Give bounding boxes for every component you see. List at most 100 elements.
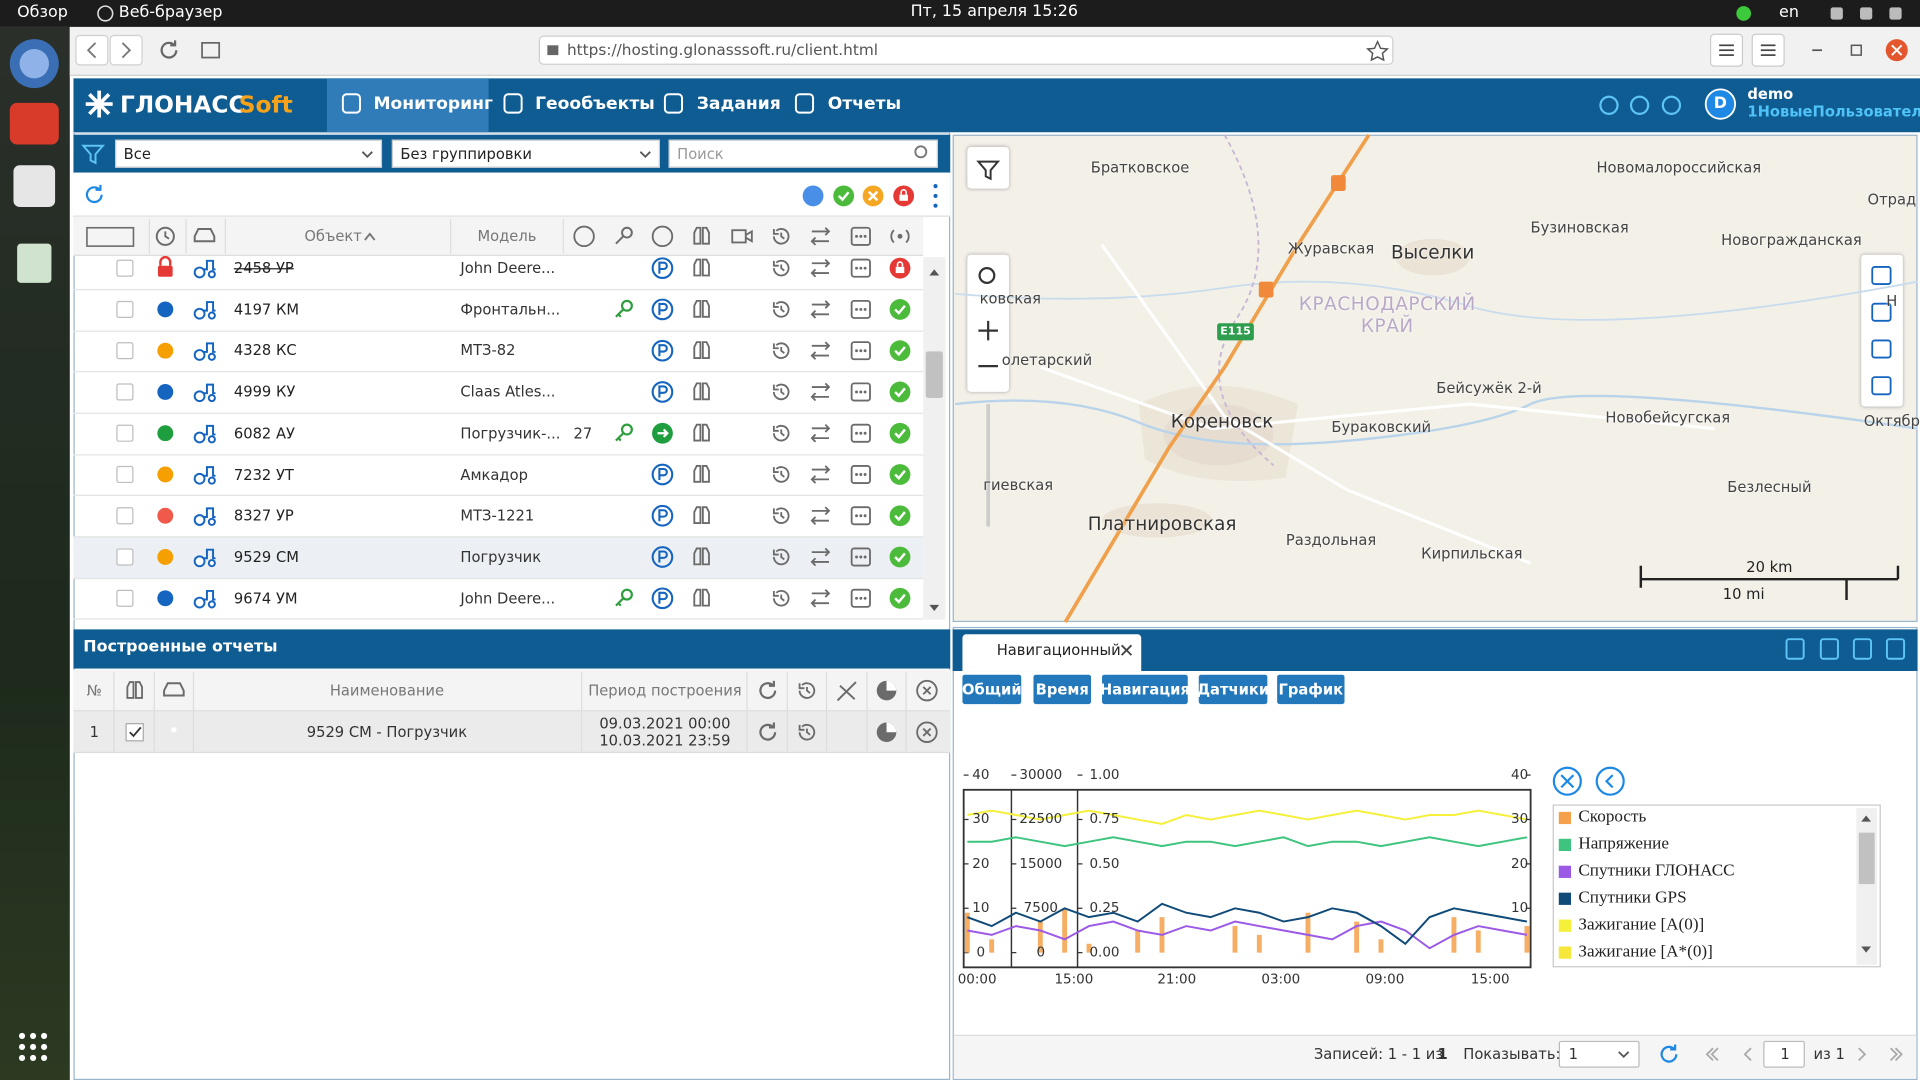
page-size-select[interactable] <box>1558 1040 1640 1068</box>
vehicle-icon <box>193 472 206 485</box>
nav-tab[interactable]: Задания <box>696 94 781 114</box>
pager-bar <box>953 1034 1917 1079</box>
nav-tab[interactable]: Отчеты <box>827 94 902 114</box>
user-name[interactable]: demo <box>1747 85 1794 103</box>
binoculars-icon <box>693 465 710 483</box>
page-number: 1 <box>1780 1045 1790 1063</box>
plate-number[interactable]: 8327 УР <box>233 507 294 525</box>
vehicle-icon <box>194 301 216 312</box>
more-icon <box>859 473 863 476</box>
map-label: Н <box>1886 292 1898 310</box>
clock[interactable]: Пт, 15 апреля 15:26 <box>910 2 1079 21</box>
report-tab[interactable] <box>962 634 1142 672</box>
column-header[interactable]: Модель <box>477 227 537 245</box>
plate-number[interactable]: 4197 КМ <box>233 300 300 318</box>
plate-number[interactable]: 9529 СМ <box>233 548 299 566</box>
more-icon <box>859 349 863 353</box>
series-line <box>967 902 1528 946</box>
more-icon <box>863 390 867 394</box>
plate-number[interactable]: 4328 КС <box>233 342 297 360</box>
more-icon <box>859 555 863 559</box>
report-button[interactable]: График <box>1278 680 1344 698</box>
legend-entry[interactable]: Спутники ГЛОНАСС <box>1578 862 1735 881</box>
plate-number[interactable]: 4999 КУ <box>233 383 296 401</box>
parking-icon <box>658 509 668 522</box>
plate-number[interactable]: 6082 АУ <box>233 424 295 442</box>
series-line <box>967 836 1528 848</box>
nav-tab[interactable]: Геообъекты <box>535 94 655 114</box>
report-button-bg[interactable] <box>962 674 1022 705</box>
more-icon <box>855 431 859 435</box>
speed-bar <box>1524 926 1530 953</box>
vehicle-icon <box>207 600 216 609</box>
legend-entry[interactable]: Напряжение <box>1578 835 1669 854</box>
dock-apps-grid <box>30 1054 37 1062</box>
report-button-bg[interactable] <box>1277 674 1345 705</box>
scroll-thumb[interactable] <box>925 351 943 398</box>
status-ok <box>889 505 911 527</box>
highway-marker <box>1331 175 1346 192</box>
video-icon <box>731 229 747 244</box>
status-ok <box>894 470 906 480</box>
map-label: Братковское <box>1090 159 1190 177</box>
header-tool-icon <box>1661 95 1682 115</box>
sort-arrow <box>364 232 376 241</box>
tab-icon <box>341 93 361 114</box>
key-icon <box>620 299 633 312</box>
icon <box>886 722 897 733</box>
filter-select[interactable] <box>115 139 383 168</box>
report-tab-title[interactable]: Навигационный <box>996 641 1121 659</box>
status-locked <box>895 266 905 274</box>
map-highway <box>1063 133 1371 623</box>
nav-tab[interactable]: Мониторинг <box>373 94 493 114</box>
vehicle-icon <box>194 507 216 518</box>
legend-entry[interactable]: Зажигание [A(0)] <box>1578 915 1705 935</box>
report-button-bg[interactable] <box>1198 674 1268 705</box>
grouping-select[interactable] <box>391 139 661 168</box>
refresh-icon <box>1660 1044 1678 1063</box>
legend-entry[interactable]: Спутники GPS <box>1578 888 1687 908</box>
column-header[interactable]: Объект <box>304 227 362 245</box>
y3-tick-label: 0.00 <box>1089 944 1120 961</box>
page-input[interactable] <box>1763 1040 1805 1068</box>
more-icon <box>863 266 867 270</box>
vehicle-icon <box>194 548 216 560</box>
legend-scroll-thumb[interactable] <box>1858 832 1875 885</box>
reports-header <box>73 629 951 669</box>
report-button[interactable]: Датчики <box>1196 680 1270 698</box>
plate-number[interactable]: 2458 УР <box>233 259 294 277</box>
icon <box>615 235 624 245</box>
checkbox <box>116 589 134 607</box>
history-icon <box>798 682 816 699</box>
legend-entry[interactable]: Скорость <box>1578 808 1647 827</box>
header-icon <box>651 225 674 248</box>
more-icon <box>850 547 871 567</box>
map-river <box>954 394 1918 446</box>
speed-bar <box>1305 912 1311 953</box>
vehicle-icon <box>193 431 206 444</box>
report-button[interactable]: Навигация <box>1099 680 1190 698</box>
y3-tick-label: 0.50 <box>1089 855 1120 872</box>
map-river <box>955 280 1918 321</box>
report-button[interactable]: Общий <box>962 680 1022 698</box>
keyboard-layout[interactable]: en <box>1779 3 1799 23</box>
plate-number[interactable]: 9674 УМ <box>233 589 298 607</box>
tab-close <box>1120 644 1133 656</box>
legend-entry[interactable]: Зажигание [A*(0)] <box>1578 942 1713 962</box>
report-button[interactable]: Время <box>1035 680 1089 698</box>
report-name[interactable]: 9529 СМ - Погрузчик <box>306 723 468 741</box>
row-divider <box>73 577 924 579</box>
report-button-bg[interactable] <box>1102 674 1188 705</box>
report-button-bg[interactable] <box>1033 674 1092 705</box>
map-filter-btn[interactable] <box>967 146 1009 189</box>
map-tools[interactable] <box>1861 254 1903 407</box>
vehicle-icon <box>207 435 216 444</box>
x-tick-label: 09:00 <box>1365 971 1405 987</box>
y4-tick-label: 20 <box>1511 855 1529 872</box>
url-text[interactable]: https://hosting.glonasssoft.ru/client.ht… <box>566 40 878 59</box>
search-field[interactable] <box>668 139 938 168</box>
plate-number[interactable]: 7232 УТ <box>233 465 294 484</box>
activities-button[interactable]: Обзор <box>17 3 68 23</box>
more-icon <box>850 588 871 608</box>
icon <box>890 229 910 244</box>
